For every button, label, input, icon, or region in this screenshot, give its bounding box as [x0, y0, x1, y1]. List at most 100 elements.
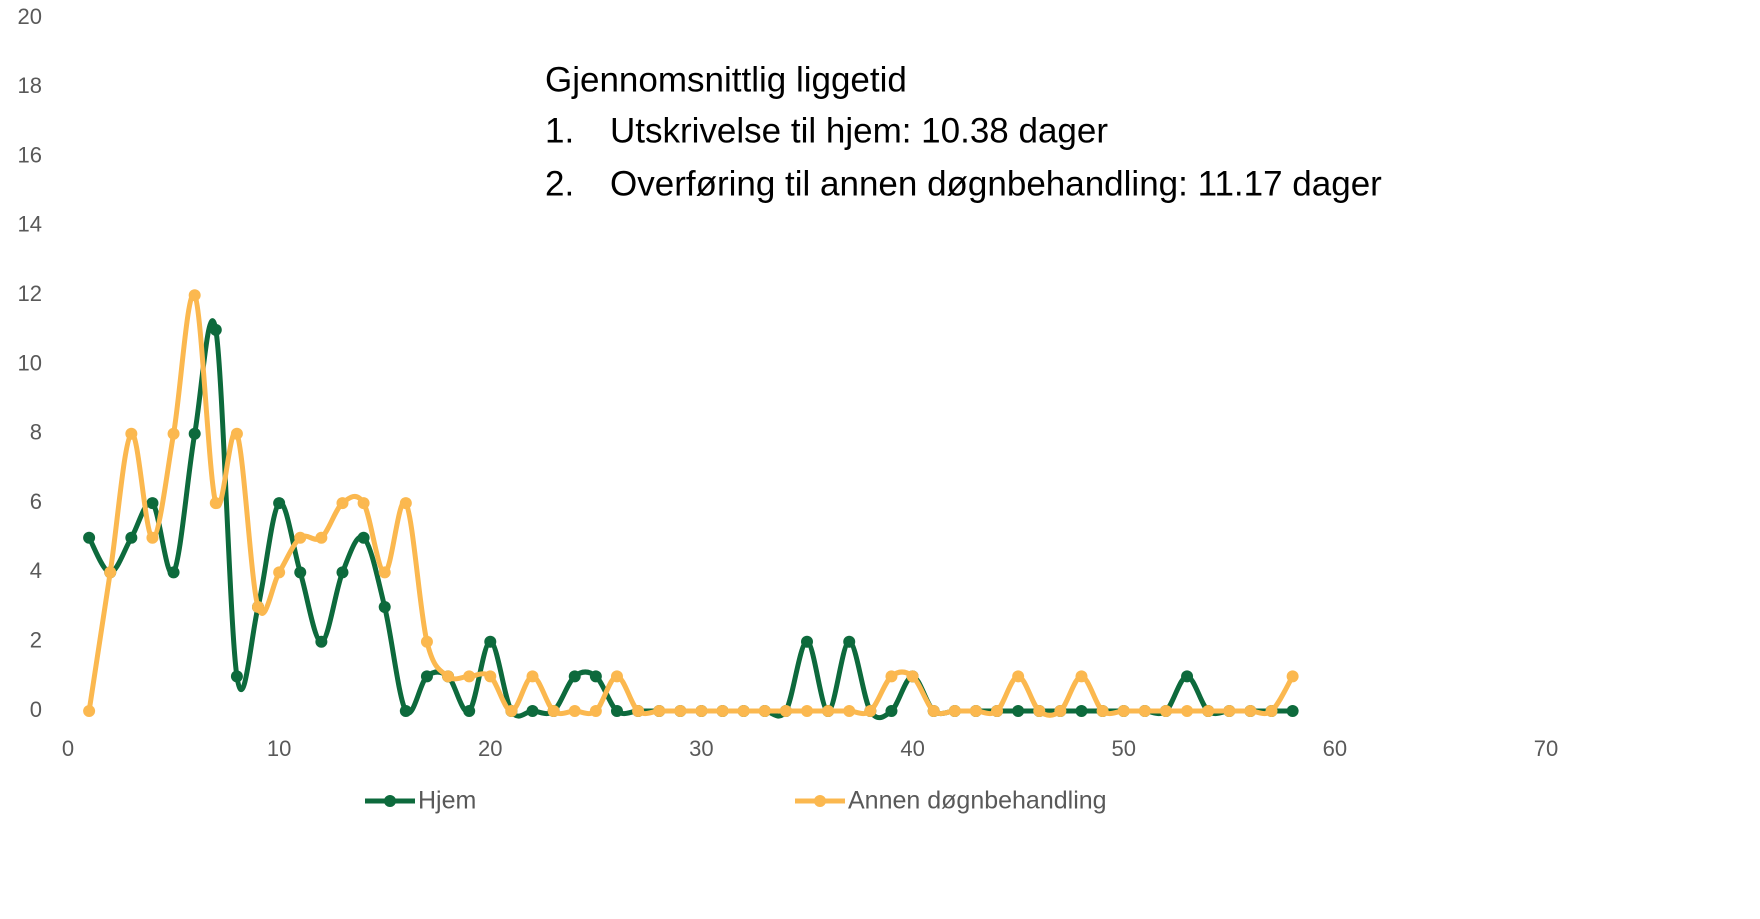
- data-point: [336, 497, 349, 510]
- data-point: [463, 670, 476, 683]
- data-point: [315, 531, 328, 544]
- data-point: [1012, 705, 1025, 717]
- y-tick-label: 20: [18, 4, 42, 29]
- data-point: [484, 670, 497, 683]
- data-point: [188, 427, 201, 440]
- data-point: [547, 705, 560, 717]
- data-point: [1159, 705, 1172, 717]
- data-point: [230, 670, 243, 683]
- data-point: [1033, 705, 1046, 717]
- data-point: [273, 497, 286, 510]
- data-point: [315, 635, 328, 648]
- data-point: [1244, 705, 1257, 717]
- legend-label: Hjem: [418, 787, 476, 815]
- data-point: [420, 670, 433, 683]
- data-point: [357, 497, 370, 510]
- x-tick-label: 0: [62, 736, 74, 761]
- data-point: [209, 323, 222, 336]
- data-point: [442, 670, 455, 683]
- data-point: [167, 566, 180, 579]
- data-point: [125, 427, 138, 440]
- annotation-heading: Gjennomsnittlig liggetid: [545, 60, 907, 99]
- data-point: [1075, 670, 1088, 683]
- x-tick-label: 70: [1534, 736, 1558, 761]
- data-point: [1054, 705, 1067, 717]
- data-point: [1181, 670, 1194, 683]
- annotation-number: 2.: [545, 164, 574, 203]
- annotation-number: 1.: [545, 111, 574, 150]
- data-point: [83, 705, 96, 717]
- data-point: [864, 705, 877, 717]
- data-point: [758, 705, 771, 717]
- data-point: [294, 531, 307, 544]
- data-point: [146, 531, 159, 544]
- y-tick-label: 2: [30, 628, 42, 653]
- data-point: [1202, 705, 1215, 717]
- data-point: [526, 670, 539, 683]
- legend-marker: [814, 795, 826, 807]
- data-point: [378, 601, 391, 614]
- data-point: [885, 705, 898, 717]
- data-point: [399, 497, 412, 510]
- data-point: [801, 705, 813, 717]
- data-point: [948, 705, 961, 717]
- data-point: [737, 705, 750, 717]
- data-point: [188, 289, 201, 302]
- y-tick-label: 10: [18, 350, 42, 375]
- x-tick-label: 60: [1323, 736, 1347, 761]
- data-point: [674, 705, 687, 717]
- data-point: [1075, 705, 1088, 717]
- data-point: [294, 566, 307, 579]
- data-point: [83, 531, 96, 544]
- y-tick-label: 8: [30, 420, 42, 445]
- y-tick-label: 16: [18, 142, 42, 167]
- y-tick-label: 14: [18, 212, 42, 237]
- data-point: [969, 705, 982, 717]
- data-point: [1117, 705, 1130, 717]
- x-tick-label: 50: [1111, 736, 1135, 761]
- data-point: [1012, 670, 1025, 683]
- data-point: [1286, 705, 1299, 717]
- data-point: [1181, 705, 1194, 717]
- data-point: [906, 670, 919, 683]
- x-tick-label: 30: [689, 736, 713, 761]
- y-tick-label: 6: [30, 489, 42, 514]
- y-tick-label: 18: [18, 73, 42, 98]
- data-point: [568, 670, 581, 683]
- data-point: [568, 705, 581, 717]
- data-point: [399, 705, 412, 717]
- x-tick-label: 20: [478, 736, 502, 761]
- data-point: [463, 705, 476, 717]
- data-point: [104, 566, 117, 579]
- data-point: [505, 705, 518, 717]
- data-point: [1138, 705, 1151, 717]
- data-point: [716, 705, 729, 717]
- data-point: [653, 705, 666, 717]
- data-point: [526, 705, 539, 717]
- data-point: [843, 705, 856, 717]
- data-point: [484, 635, 497, 648]
- data-point: [885, 670, 898, 683]
- data-point: [146, 497, 159, 510]
- x-tick-label: 40: [900, 736, 924, 761]
- series-line: [86, 292, 1295, 718]
- data-point: [1265, 705, 1278, 717]
- y-tick-label: 4: [30, 558, 42, 583]
- data-point: [632, 705, 645, 717]
- annotation-item: Overføring til annen døgnbehandling: 11.…: [610, 164, 1382, 203]
- data-point: [843, 635, 856, 648]
- data-point: [1223, 705, 1236, 717]
- data-point: [1096, 705, 1109, 717]
- legend-label: Annen døgnbehandling: [848, 787, 1107, 815]
- data-point: [252, 601, 265, 614]
- data-point: [336, 566, 349, 579]
- data-point: [209, 497, 222, 510]
- data-point: [273, 566, 286, 579]
- legend-marker: [384, 795, 396, 807]
- data-point: [230, 427, 243, 440]
- data-point: [801, 635, 813, 648]
- data-point: [1286, 670, 1299, 683]
- y-tick-label: 0: [30, 697, 42, 722]
- data-point: [779, 705, 792, 717]
